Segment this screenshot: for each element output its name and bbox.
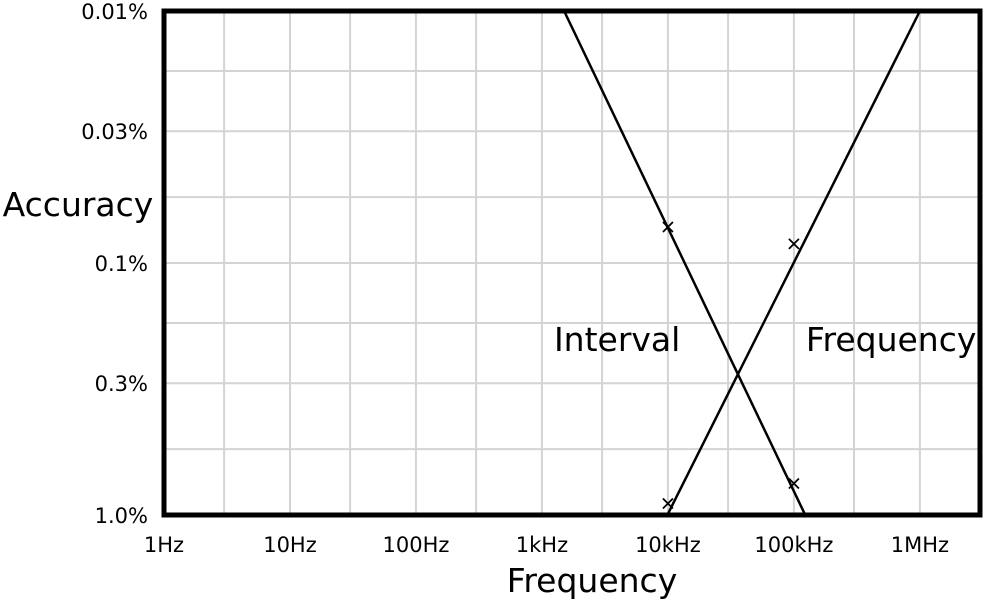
y-tick-label: 0.1% [95, 252, 148, 276]
x-tick-labels: 1Hz 10Hz 100Hz 1kHz 10kHz 100kHz 1MHz [144, 533, 949, 557]
y-tick-labels: 0.01% 0.03% 0.1% 0.3% 1.0% [81, 0, 148, 528]
x-tick-label: 10Hz [263, 533, 317, 557]
x-tick-label: 100Hz [383, 533, 450, 557]
interval-line [563, 10, 807, 516]
x-axis-title: Frequency [507, 561, 677, 600]
grid [163, 10, 980, 516]
y-tick-label: 0.01% [81, 0, 148, 24]
frequency-line [666, 10, 922, 516]
x-tick-label: 1MHz [891, 533, 949, 557]
interval-marker [662, 221, 674, 233]
y-tick-label: 1.0% [95, 504, 148, 528]
frequency-series-label: Frequency [806, 320, 976, 359]
frequency-marker [788, 238, 800, 250]
x-tick-label: 1kHz [516, 533, 568, 557]
y-axis-title: Accuracy [3, 185, 154, 224]
y-tick-label: 0.3% [95, 372, 148, 396]
interval-marker [788, 477, 800, 490]
plot-frame [161, 8, 983, 518]
series-interval: Interval [554, 10, 807, 516]
frequency-marker [662, 497, 674, 510]
x-tick-label: 10kHz [635, 533, 701, 557]
x-tick-label: 1Hz [144, 533, 184, 557]
series-group: Interval Frequency [554, 10, 976, 516]
y-tick-label: 0.03% [81, 120, 148, 144]
x-tick-label: 100kHz [754, 533, 833, 557]
series-frequency: Frequency [662, 10, 976, 516]
interval-series-label: Interval [554, 320, 680, 359]
